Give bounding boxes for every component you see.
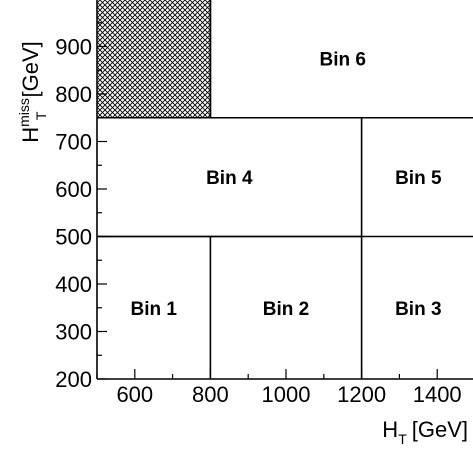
bin-label: Bin 4 [206, 168, 253, 189]
x-tick-label: 1400 [413, 382, 462, 407]
bin-labels-layer: Bin 1 Bin 2 Bin 3 Bin 4 Bin 5 Bin 6 [130, 49, 441, 319]
excluded-region [97, 0, 211, 118]
x-axis-title-subscript: T [398, 431, 407, 447]
y-tick-label: 200 [55, 367, 92, 392]
y-tick-label: 700 [55, 130, 92, 155]
y-axis-title-base: H [18, 127, 43, 143]
excluded-region-layer [97, 0, 211, 118]
x-axis-title: HT [GeV] [382, 417, 468, 447]
y-axis-title-unit: [GeV] [18, 41, 43, 97]
tick-labels-layer: 600 800 1000 1200 1400 200 300 400 500 600 700 800 9… [55, 35, 461, 408]
bin-label: Bin 5 [395, 168, 442, 189]
x-tick-label: 1000 [262, 382, 311, 407]
x-tick-label: 600 [116, 382, 153, 407]
y-tick-label: 300 [55, 320, 92, 345]
tick-marks-layer [96, 22, 438, 380]
bin-label: Bin 6 [319, 49, 365, 70]
svg-text:HmissT[GeV]: HmissT [GeV] [16, 41, 49, 142]
y-axis-title-subscript: T [33, 111, 49, 120]
y-tick-label: 800 [55, 82, 92, 107]
y-axis-title-superscript: miss [16, 98, 32, 127]
y-tick-label: 900 [55, 35, 92, 60]
y-axis-title: HmissT [GeV] [16, 41, 49, 142]
x-tick-label: 1200 [337, 382, 386, 407]
x-axis-title-unit: [GeV] [412, 417, 468, 442]
y-tick-label: 600 [55, 177, 92, 202]
y-tick-label: 500 [55, 225, 92, 250]
x-axis-title-base: H [382, 417, 398, 442]
bin-label: Bin 2 [263, 299, 309, 320]
x-tick-label: 800 [192, 382, 229, 407]
bin-label: Bin 1 [130, 299, 177, 320]
y-tick-label: 400 [55, 272, 92, 297]
bin-label: Bin 3 [395, 299, 441, 320]
